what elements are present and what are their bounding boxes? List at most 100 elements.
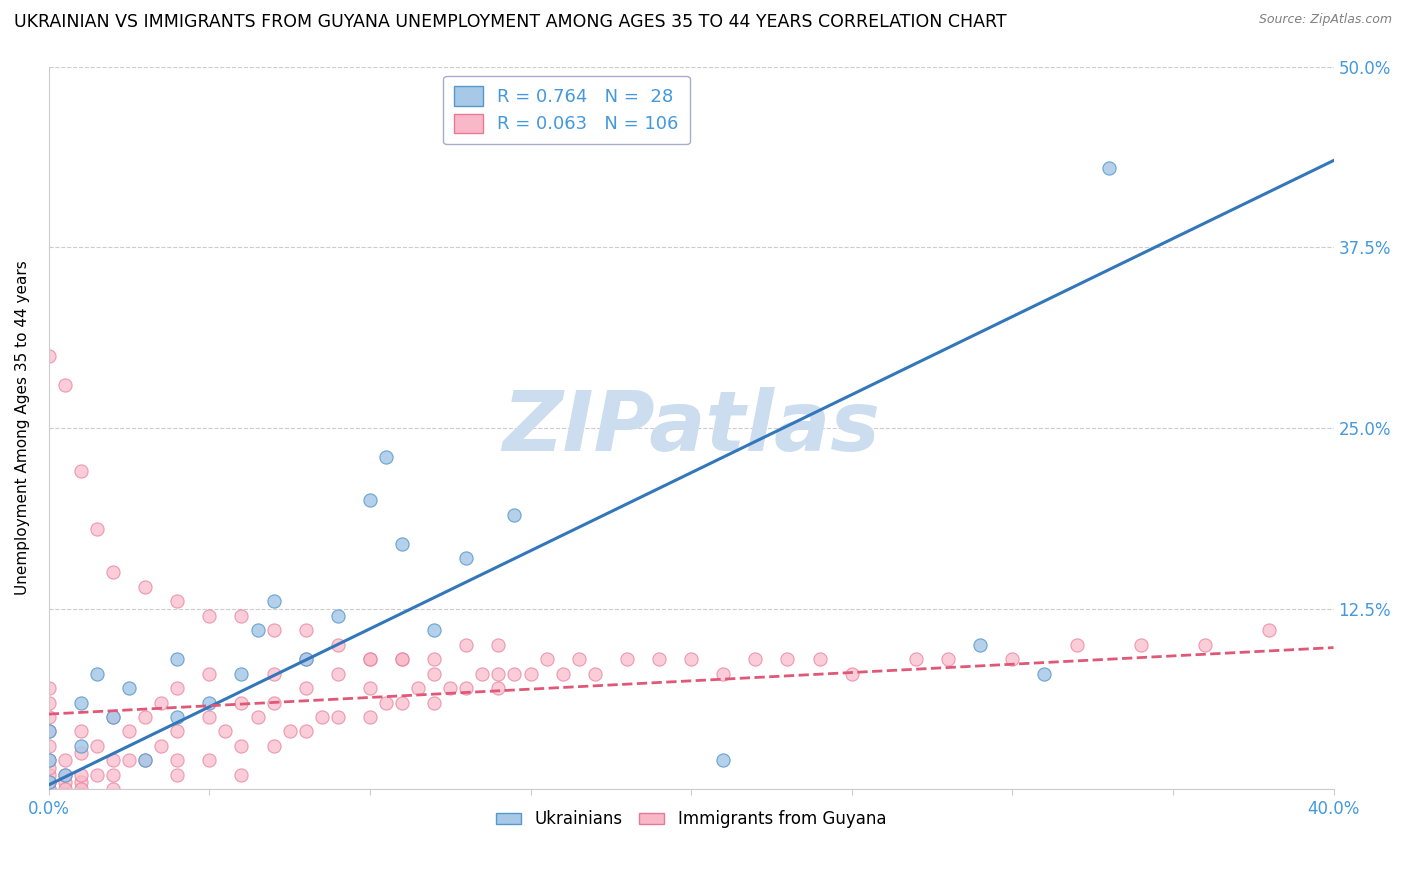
Point: [70, 739, 93, 753]
Point: [359, 710, 381, 724]
Point: [134, 753, 156, 767]
Point: [551, 666, 574, 681]
Point: [711, 753, 734, 767]
Y-axis label: Unemployment Among Ages 35 to 44 years: Unemployment Among Ages 35 to 44 years: [15, 260, 30, 595]
Point: [53, 377, 76, 392]
Point: [1129, 638, 1152, 652]
Point: [38, 724, 60, 739]
Point: [423, 652, 446, 666]
Point: [53, 768, 76, 782]
Point: [166, 652, 188, 666]
Point: [198, 696, 221, 710]
Point: [263, 594, 285, 608]
Point: [841, 666, 863, 681]
Point: [101, 710, 124, 724]
Point: [294, 724, 316, 739]
Point: [375, 696, 398, 710]
Point: [1098, 161, 1121, 175]
Point: [166, 768, 188, 782]
Point: [391, 536, 413, 550]
Point: [38, 739, 60, 753]
Point: [776, 652, 799, 666]
Point: [118, 753, 141, 767]
Point: [1001, 652, 1024, 666]
Point: [86, 666, 108, 681]
Point: [359, 652, 381, 666]
Point: [38, 696, 60, 710]
Point: [38, 724, 60, 739]
Point: [70, 464, 93, 478]
Point: [391, 696, 413, 710]
Point: [86, 768, 108, 782]
Point: [101, 782, 124, 797]
Point: [134, 580, 156, 594]
Point: [486, 681, 509, 695]
Point: [568, 652, 591, 666]
Point: [38, 710, 60, 724]
Point: [406, 681, 429, 695]
Point: [503, 508, 526, 522]
Point: [246, 710, 269, 724]
Point: [519, 666, 541, 681]
Point: [53, 775, 76, 789]
Point: [359, 493, 381, 508]
Point: [326, 710, 349, 724]
Point: [231, 696, 253, 710]
Point: [311, 710, 333, 724]
Point: [166, 724, 188, 739]
Point: [263, 739, 285, 753]
Point: [38, 782, 60, 797]
Point: [1194, 638, 1216, 652]
Point: [231, 666, 253, 681]
Point: [503, 666, 526, 681]
Point: [359, 681, 381, 695]
Point: [166, 710, 188, 724]
Point: [38, 753, 60, 767]
Point: [166, 753, 188, 767]
Point: [456, 681, 478, 695]
Point: [294, 652, 316, 666]
Point: [214, 724, 236, 739]
Point: [38, 349, 60, 363]
Point: [70, 782, 93, 797]
Point: [359, 652, 381, 666]
Point: [326, 608, 349, 623]
Point: [936, 652, 959, 666]
Point: [134, 753, 156, 767]
Point: [486, 666, 509, 681]
Point: [294, 624, 316, 638]
Point: [904, 652, 927, 666]
Point: [70, 768, 93, 782]
Point: [150, 696, 173, 710]
Point: [38, 782, 60, 797]
Point: [70, 746, 93, 760]
Point: [263, 624, 285, 638]
Point: [70, 724, 93, 739]
Point: [616, 652, 638, 666]
Point: [118, 724, 141, 739]
Point: [231, 608, 253, 623]
Point: [38, 681, 60, 695]
Point: [391, 652, 413, 666]
Point: [198, 753, 221, 767]
Point: [231, 768, 253, 782]
Point: [53, 753, 76, 767]
Point: [166, 594, 188, 608]
Point: [1033, 666, 1056, 681]
Point: [456, 551, 478, 566]
Point: [70, 775, 93, 789]
Point: [648, 652, 671, 666]
Point: [263, 666, 285, 681]
Point: [681, 652, 703, 666]
Point: [423, 666, 446, 681]
Point: [198, 710, 221, 724]
Point: [134, 710, 156, 724]
Point: [231, 739, 253, 753]
Point: [423, 696, 446, 710]
Point: [423, 624, 446, 638]
Point: [246, 624, 269, 638]
Point: [439, 681, 461, 695]
Point: [263, 696, 285, 710]
Point: [38, 775, 60, 789]
Point: [198, 666, 221, 681]
